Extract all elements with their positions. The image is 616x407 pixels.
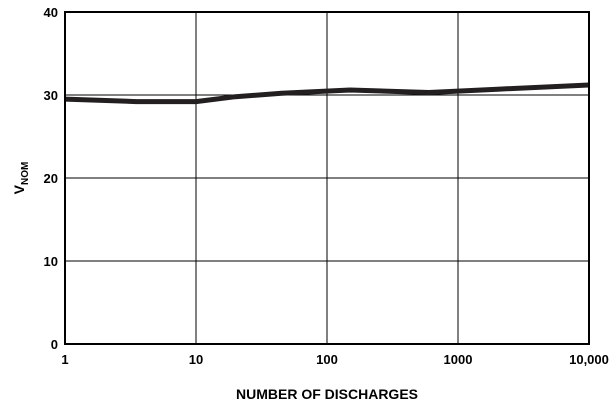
y-tick-label: 30: [44, 88, 58, 103]
x-tick-label: 10: [189, 352, 203, 367]
x-tick-label: 1: [61, 352, 68, 367]
x-axis-ticks: 1 10 100 1000 10,000: [61, 352, 609, 367]
y-tick-label: 20: [44, 171, 58, 186]
grid: [64, 11, 590, 345]
x-axis-title: NUMBER OF DISCHARGES: [236, 386, 418, 402]
y-axis-title-subscript: NOM: [20, 162, 31, 185]
y-tick-label: 40: [44, 5, 58, 20]
y-tick-label: 10: [44, 254, 58, 269]
x-tick-label: 1000: [444, 352, 473, 367]
series-line-0: [64, 82, 590, 105]
y-tick-label: 0: [51, 337, 58, 352]
x-tick-label: 100: [316, 352, 338, 367]
y-axis-ticks: 0 10 20 30 40: [44, 5, 58, 352]
y-axis-title-main: V: [11, 184, 27, 194]
y-axis-title: VNOM: [11, 162, 31, 195]
x-tick-label: 10,000: [569, 352, 609, 367]
plot-frame: [64, 11, 590, 345]
series-layer: [64, 82, 590, 105]
